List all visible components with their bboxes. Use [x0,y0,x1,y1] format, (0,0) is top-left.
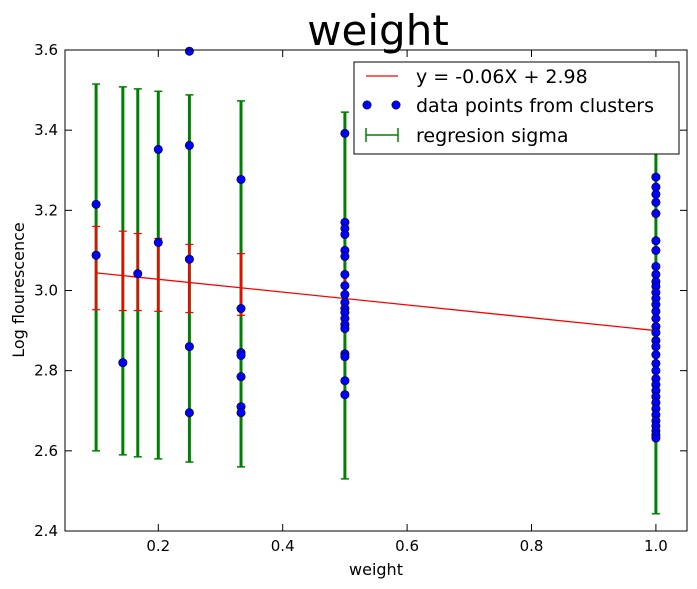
legend-box [353,61,680,155]
plot-area [91,46,661,515]
legend-points-label: data points from clusters [416,95,654,117]
regression-fit [92,225,660,356]
fit-error-bar [118,230,127,312]
data-point [340,128,350,138]
data-point [340,281,350,291]
data-point [651,366,661,376]
data-point [340,390,350,400]
x-tick-label: 0.4 [271,537,295,555]
data-point [651,261,661,271]
data-point [91,199,101,209]
data-point [651,197,661,207]
data-point [651,314,661,324]
fit-error-bar [92,225,101,311]
axis-ticks: 0.2 0.4 0.6 0.8 1.0 2.4 2.6 2.8 3.0 3.2 3.4 3.6 [34,41,687,555]
data-point [184,408,194,418]
x-tick-label: 0.6 [395,537,419,555]
legend-sigma-label: regresion sigma [416,125,569,147]
x-tick-label: 1.0 [644,537,668,555]
data-point [184,46,194,56]
data-point [184,342,194,352]
fit-error-bar [154,237,163,312]
data-point [133,269,143,279]
data-point [651,342,661,352]
y-tick-label: 2.4 [34,522,58,540]
data-point [340,269,350,279]
data-point [153,144,163,154]
y-tick-label: 2.6 [34,442,58,460]
y-tick-label: 2.8 [34,362,58,380]
data-point [340,251,350,261]
chart-title: weight [307,6,449,55]
data-point [153,237,163,247]
y-tick-label: 3.2 [34,201,58,219]
legend-fit-label: y = -0.06X + 2.98 [416,66,588,88]
legend-sigma-swatch [365,128,399,142]
legend-points-swatch-right [391,100,401,110]
data-point [184,140,194,150]
x-axis-label: weight [349,560,403,579]
fit-line [96,272,656,332]
data-point [236,408,246,418]
x-tick-label: 0.8 [520,537,544,555]
data-point [236,350,246,360]
x-tick-label: 0.2 [146,537,170,555]
data-point [651,433,661,443]
data-point [236,304,246,314]
data-point [651,209,661,219]
legend: y = -0.06X + 2.98 data points from clust… [353,61,680,155]
data-point [184,254,194,264]
legend-points-swatch-left [362,100,372,110]
data-point [651,189,661,199]
data-point [651,350,661,360]
data-point [340,352,350,362]
y-tick-label: 3.4 [34,121,58,139]
data-point [651,236,661,246]
data-point [340,324,350,334]
data-point [651,245,661,255]
data-point [651,172,661,182]
data-point [340,290,350,300]
y-axis-label: Log flourescence [9,222,28,358]
fit-error-bar [185,243,194,314]
y-tick-label: 3.0 [34,282,58,300]
data-point [91,250,101,260]
data-point [236,174,246,184]
data-point [340,376,350,386]
data-point [236,372,246,382]
data-point [118,358,128,368]
y-tick-label: 3.6 [34,41,58,59]
data-point [651,328,661,338]
data-point [340,229,350,239]
data-points [91,46,661,443]
